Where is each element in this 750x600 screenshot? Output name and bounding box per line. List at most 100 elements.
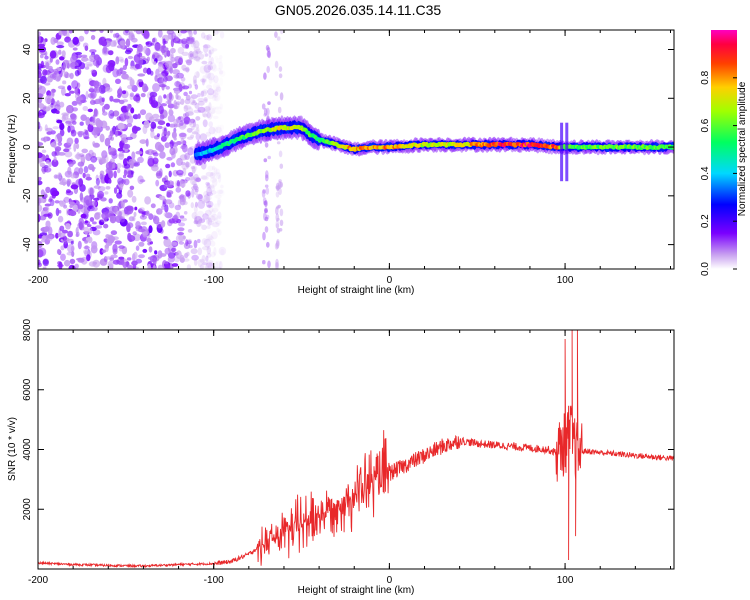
noise-speck [213, 266, 221, 269]
noise-speck [210, 251, 216, 258]
snr-x-tick-label: -200 [28, 575, 48, 586]
noise-speck [166, 50, 171, 57]
noise-speck [210, 56, 214, 65]
noise-speck [183, 211, 188, 215]
noise-speck [206, 246, 211, 255]
noise-speck [187, 229, 193, 233]
noise-speck [118, 261, 122, 266]
noise-speck [83, 220, 91, 225]
noise-speck [60, 253, 66, 261]
noise-speck [129, 185, 135, 190]
noise-speck [193, 30, 198, 35]
noise-speck [186, 264, 191, 269]
noise-speck [122, 261, 128, 269]
noise-speck [52, 140, 57, 149]
noise-speck [191, 101, 198, 106]
noise-speck [156, 208, 163, 215]
noise-speck [194, 84, 199, 90]
noise-speck [147, 256, 154, 260]
noise-speck [193, 56, 201, 61]
noise-speck [169, 123, 176, 128]
noise-speck [161, 205, 165, 211]
noise-speck [76, 82, 81, 89]
noise-speck [140, 221, 147, 226]
snr-x-tick-label: 0 [387, 575, 393, 586]
noise-speck [54, 146, 62, 152]
noise-speck [79, 197, 87, 203]
noise-speck [107, 236, 116, 242]
noise-speck [86, 224, 92, 228]
noise-speck [213, 88, 221, 95]
snr-y-tick-label: 6000 [22, 378, 33, 401]
noise-speck [142, 67, 148, 74]
noise-speck [195, 116, 201, 121]
noise-speck [46, 90, 52, 97]
noise-speck [93, 108, 98, 117]
noise-speck [38, 247, 47, 257]
noise-streak [264, 200, 268, 207]
noise-speck [135, 245, 140, 251]
noise-speck [126, 223, 131, 233]
noise-speck [105, 65, 112, 74]
noise-speck [45, 220, 51, 228]
noise-speck [38, 176, 42, 181]
noise-speck [197, 238, 201, 244]
snr-series [38, 330, 674, 569]
noise-speck [204, 209, 212, 216]
noise-speck [178, 57, 183, 65]
noise-speck [173, 99, 177, 109]
noise-speck [206, 112, 212, 119]
noise-streak [266, 241, 270, 248]
noise-speck [44, 238, 51, 245]
noise-speck [95, 119, 104, 128]
noise-speck [139, 109, 147, 116]
noise-speck [166, 156, 173, 161]
noise-speck [76, 54, 82, 59]
noise-speck [199, 133, 208, 142]
noise-speck [105, 186, 111, 190]
noise-speck [38, 35, 41, 43]
noise-speck [193, 109, 202, 114]
noise-streak [262, 189, 267, 194]
noise-speck [80, 99, 87, 103]
noise-speck [133, 251, 138, 260]
noise-speck [207, 260, 214, 267]
colorbar-ticks: 0.0 0.2 0.4 0.6 0.8 [700, 70, 737, 276]
noise-speck [165, 236, 169, 240]
noise-speck [213, 247, 217, 256]
noise-speck [100, 218, 108, 223]
noise-speck [56, 41, 64, 46]
noise-speck [107, 210, 114, 219]
noise-speck [104, 206, 110, 210]
noise-speck [189, 40, 196, 45]
noise-speck [59, 123, 65, 131]
noise-speck [190, 202, 194, 209]
noise-speck [76, 231, 80, 237]
noise-speck [84, 129, 89, 136]
noise-speck [190, 94, 198, 99]
noise-speck [213, 203, 220, 212]
noise-speck [171, 263, 179, 267]
noise-speck [115, 56, 120, 65]
snr-axes: -200 -100 0 100 2000 4000 6000 8000 [22, 318, 674, 586]
noise-speck [183, 105, 192, 110]
noise-speck [219, 261, 223, 269]
noise-speck [205, 265, 212, 269]
noise-speck [199, 65, 208, 74]
noise-speck [174, 204, 182, 211]
noise-speck [208, 55, 212, 64]
noise-speck [216, 189, 224, 195]
noise-speck [213, 203, 221, 208]
noise-speck [38, 43, 45, 48]
noise-speck [179, 197, 186, 206]
noise-speck [212, 64, 218, 72]
noise-speck [45, 95, 52, 104]
noise-speck [86, 63, 93, 67]
noise-speck [133, 211, 137, 217]
noise-speck [214, 30, 219, 35]
noise-speck [112, 162, 116, 169]
noise-speck [180, 180, 186, 188]
noise-speck [180, 30, 187, 34]
noise-speck [215, 86, 222, 92]
